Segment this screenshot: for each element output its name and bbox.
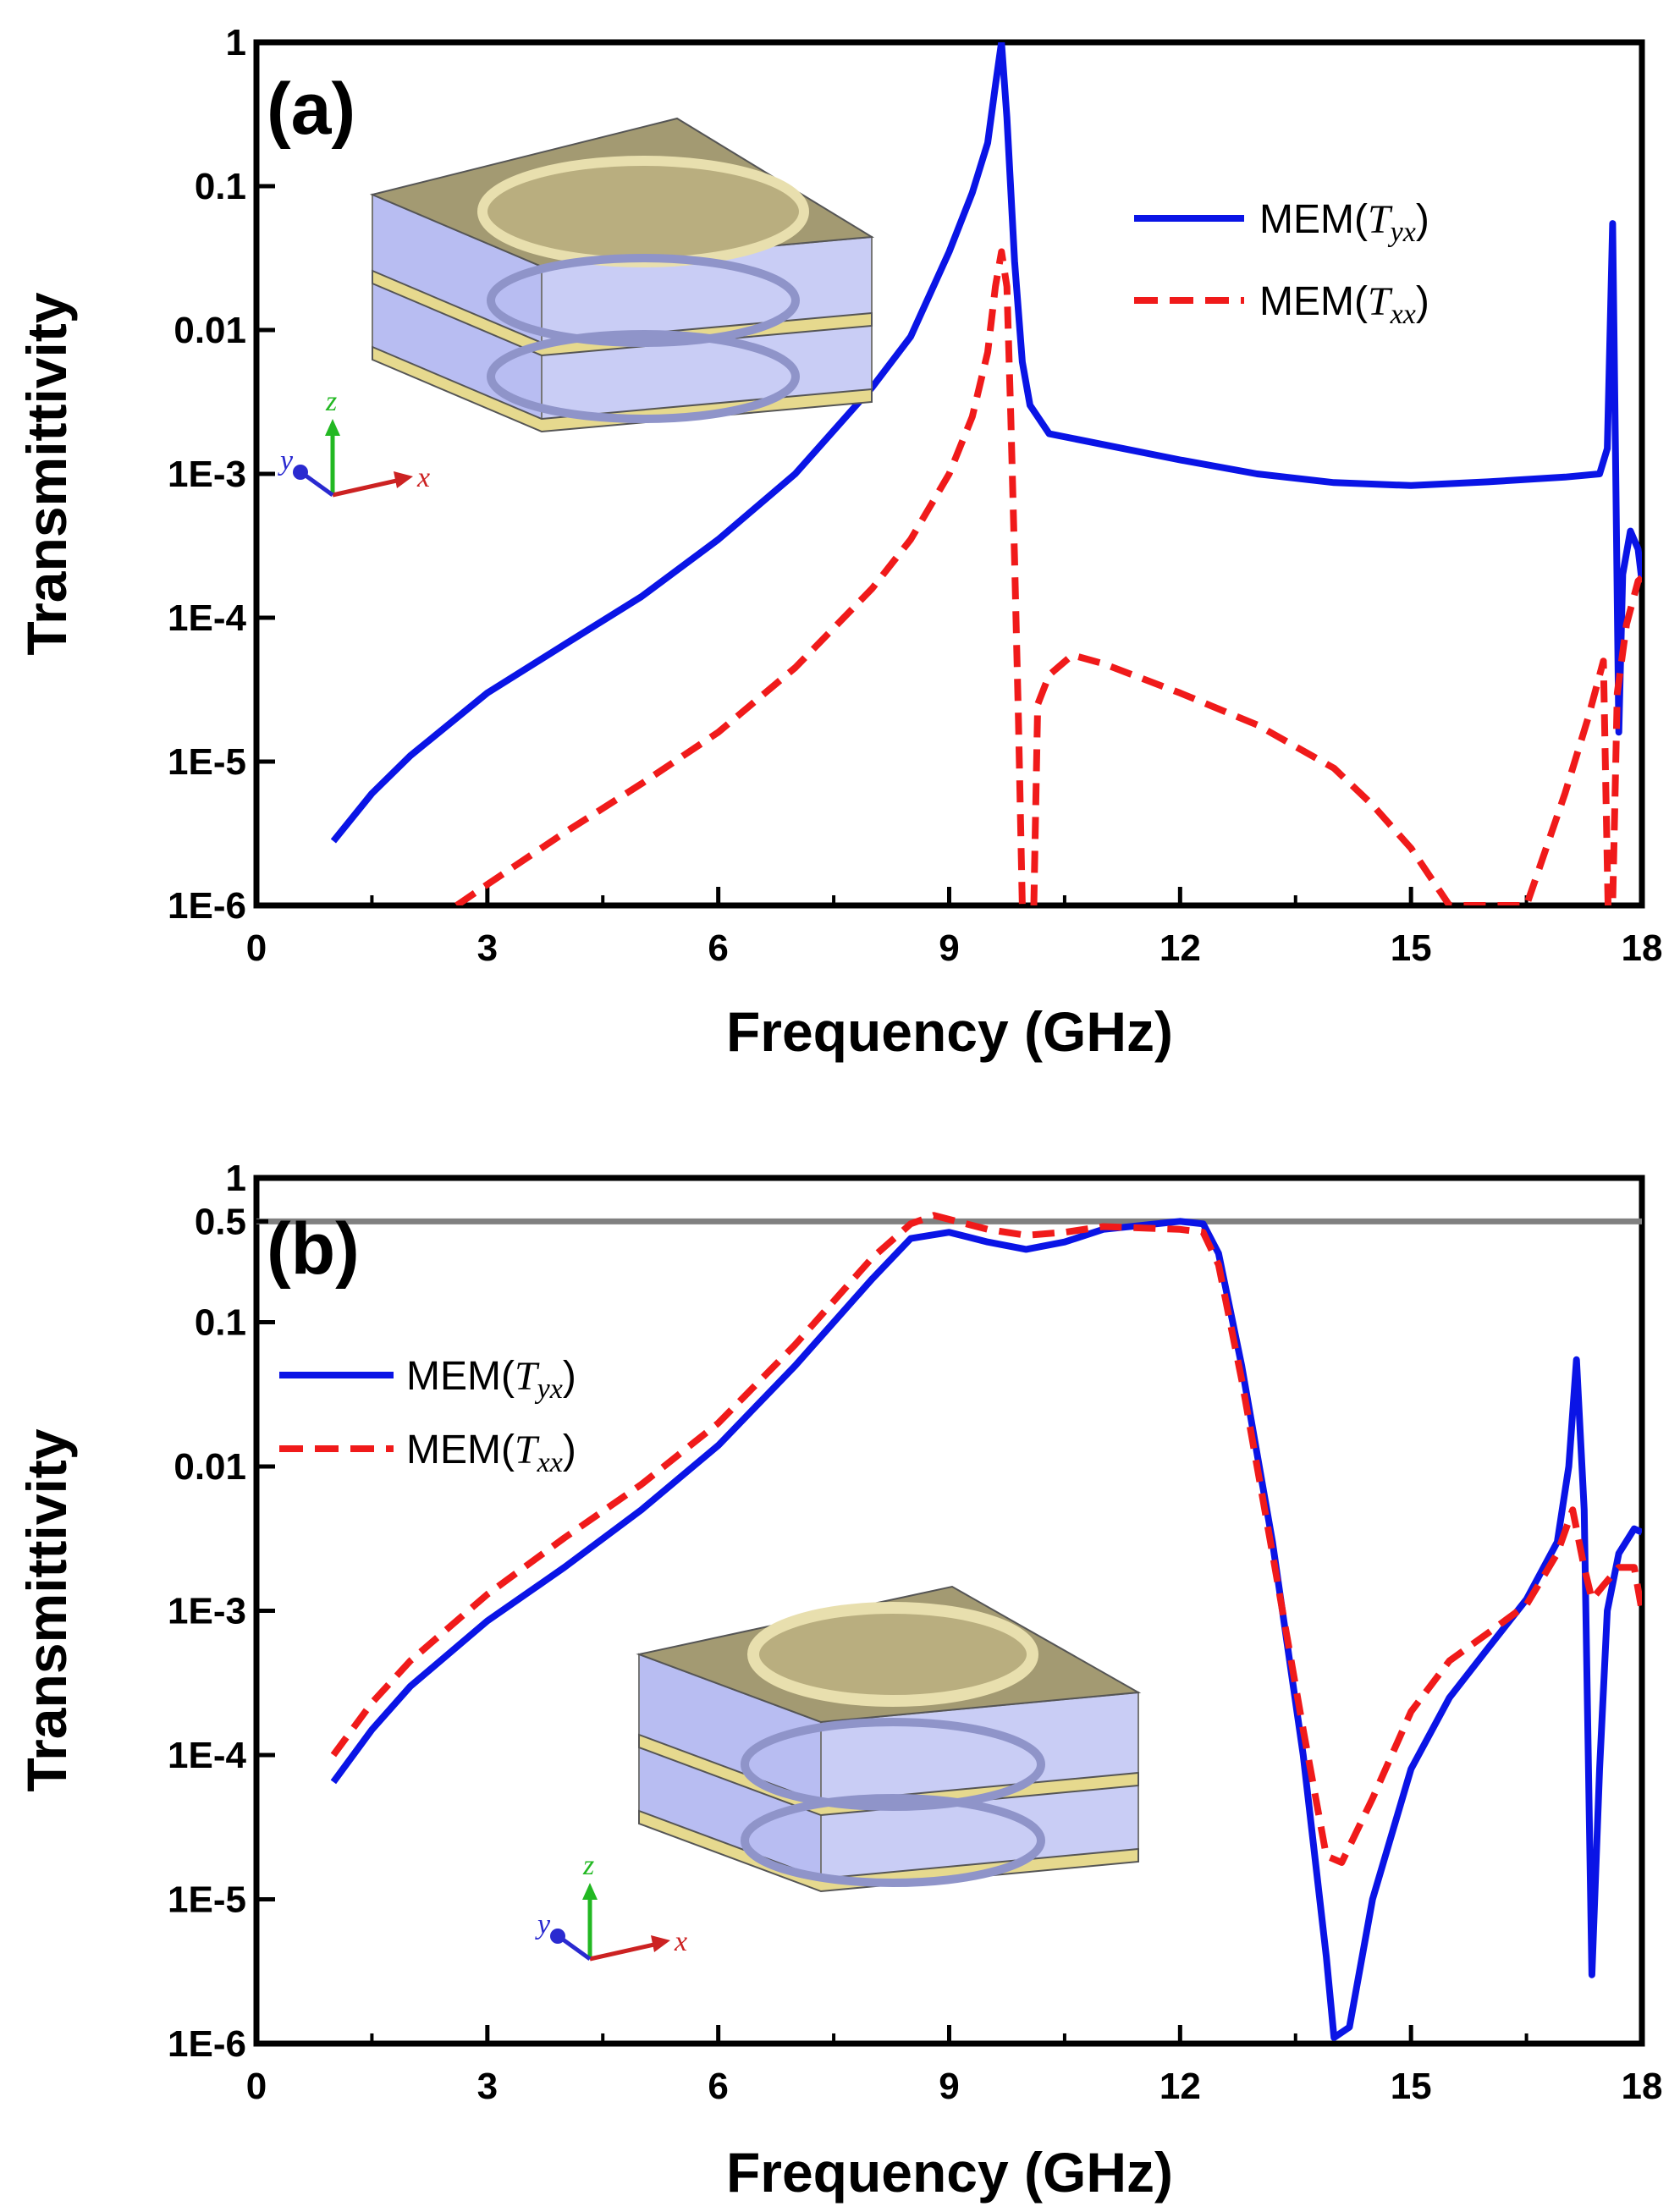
y-tick-label: 1E-3 (168, 454, 246, 495)
y-ticks: 1E-6 1E-5 1E-4 1E-3 0.01 0.1 1 (168, 22, 275, 927)
y-tick-label: 1E-4 (168, 1735, 246, 1776)
y-tick-label: 0.01 (174, 1446, 246, 1488)
y-ticks: 1E-6 1E-5 1E-4 1E-3 0.01 0.1 0.51 (168, 1158, 275, 2065)
series-line-txx (330, 1212, 1642, 1866)
y-tick-label: 1E-6 (168, 885, 246, 927)
unit-cell-illustration (369, 117, 875, 433)
y-tick-label: 0.01 (174, 310, 246, 351)
y-tick-label: 1E-5 (168, 741, 246, 783)
z-arrow-head (582, 1883, 598, 1900)
x-arrow-head (394, 471, 413, 488)
y-tick-label: 1E-6 (168, 2023, 246, 2065)
legend-label-txx: MEM(Txx) (406, 1428, 576, 1478)
x-tick-label: 6 (708, 2066, 728, 2107)
x-tick-label: 18 (1622, 927, 1663, 969)
x-axis-arrow (332, 477, 401, 498)
y-tick-label: 1 (226, 22, 246, 63)
z-arrow-head (325, 419, 340, 436)
y-tick-label: 0.5 (195, 1201, 246, 1242)
x-ticks: 0 3 6 9 12 15 18 (246, 887, 1663, 969)
panel-label: (a) (267, 69, 355, 150)
x-tick-label: 15 (1391, 927, 1432, 969)
x-tick-label: 18 (1622, 2066, 1663, 2107)
series-line-tyx (330, 42, 1642, 844)
x-tick-label: 3 (477, 2066, 498, 2107)
x-tick-label: 9 (939, 2066, 959, 2107)
panel-label: (b) (267, 1208, 360, 1290)
x-tick-label: 12 (1159, 927, 1201, 969)
z-axis-letter: z (582, 1850, 594, 1881)
unit-cell-illustration (636, 1585, 1142, 1893)
panel-b: 0 3 6 9 12 15 18 1E-6 1E-5 1E-4 1E-3 0.01 0.1 0.51 (… (15, 1158, 1662, 2204)
axis-triad: z x y (535, 1850, 687, 1962)
axis-triad: z x y (278, 386, 430, 498)
y-tick-label: 1E-5 (168, 1879, 246, 1921)
y-axis-arrow (558, 1934, 592, 1962)
ring-resonator-top (747, 1602, 1038, 1707)
panel-a: 0 3 6 9 12 15 18 1E-61E-51E-41E-30.010.11 (a) … (15, 22, 1662, 1063)
y-tick-label: 0.1 (195, 166, 246, 207)
x-axis-letter: x (416, 462, 430, 493)
legend-label-txx: MEM(Txx) (1259, 279, 1429, 330)
legend: MEM(Tyx) MEM(Txx) (279, 1354, 576, 1478)
series-line-txx (454, 248, 1642, 905)
x-tick-label: 9 (939, 927, 959, 969)
y-tick-label: 0.1 (195, 1302, 246, 1344)
legend-label-tyx: MEM(Tyx) (406, 1354, 576, 1405)
y-axis-arrow (300, 470, 334, 498)
x-tick-label: 15 (1391, 2066, 1432, 2107)
legend-label-tyx: MEM(Tyx) (1259, 197, 1429, 248)
z-axis-letter: z (325, 386, 337, 417)
series-layer (330, 1212, 1642, 2041)
y-tick-label: 1E-3 (168, 1591, 246, 1632)
ring-resonator-mid (487, 254, 800, 347)
ring-resonator-mid (741, 1718, 1045, 1811)
x-arrow-head (651, 1935, 670, 1952)
x-axis-letter: x (674, 1926, 687, 1957)
y-axis-dot (293, 465, 308, 480)
ring-resonator-bottom (741, 1794, 1045, 1887)
ring-resonator-top (477, 156, 809, 267)
ring-resonator-bottom (487, 330, 800, 423)
y-axis-label: Transmittivity (15, 1428, 78, 1791)
y-tick-label: 1 (226, 1158, 246, 1199)
x-ticks: 0 3 6 9 12 15 18 (246, 2025, 1663, 2107)
y-axis-letter: y (278, 445, 294, 476)
x-tick-label: 0 (246, 927, 267, 969)
legend: MEM(Tyx) MEM(Txx) (1134, 197, 1429, 330)
x-tick-label: 0 (246, 2066, 267, 2107)
y-axis-dot (550, 1929, 565, 1944)
x-axis-label: Frequency (GHz) (726, 1000, 1173, 1063)
x-axis-label: Frequency (GHz) (726, 2141, 1173, 2204)
x-tick-label: 3 (477, 927, 498, 969)
x-axis-arrow (589, 1941, 658, 1962)
x-tick-label: 12 (1159, 2066, 1201, 2107)
y-axis-label: Transmittivity (15, 292, 78, 655)
series-layer (330, 42, 1642, 905)
y-axis-letter: y (535, 1909, 551, 1940)
x-tick-label: 6 (708, 927, 728, 969)
y-tick-label: 1E-4 (168, 597, 246, 639)
